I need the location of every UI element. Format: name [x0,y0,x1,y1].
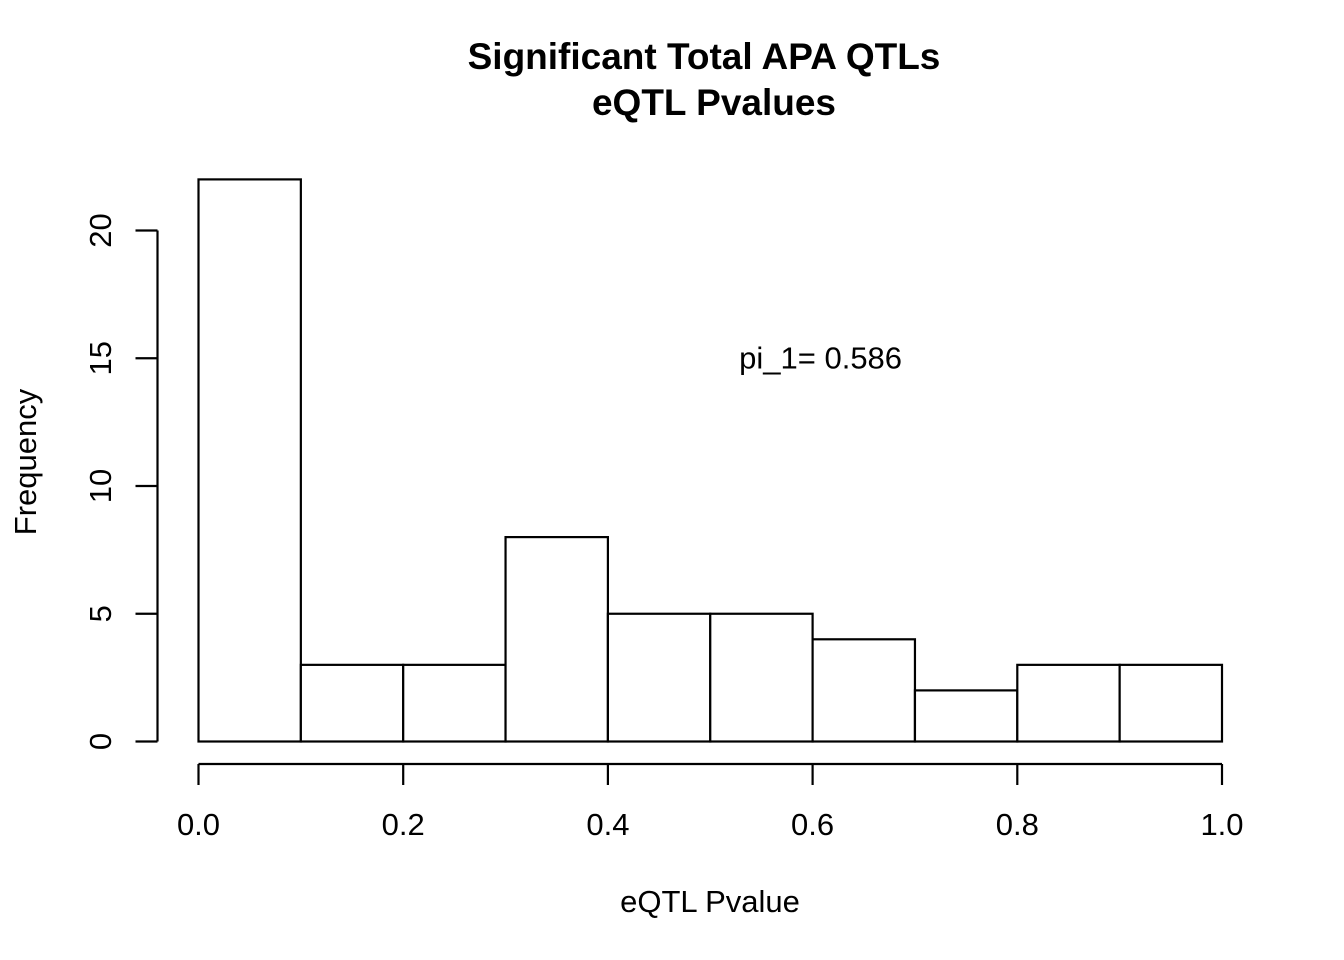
y-tick-label: 20 [83,213,118,247]
x-tick-label: 0.8 [996,807,1039,842]
y-axis-label: Frequency [8,388,43,535]
histogram-bar [811,638,917,743]
y-axis: 0 5 10 15 20 [83,213,159,750]
y-tick-label: 15 [83,341,118,375]
chart-subtitle: eQTL Pvalues [592,82,836,123]
x-tick-label: 0.2 [382,807,425,842]
x-tick-label: 0.4 [586,807,629,842]
x-tick-label: 0.6 [791,807,834,842]
histogram-bar [1016,663,1121,743]
x-tick-label: 0.0 [177,807,220,842]
y-tick-label: 10 [83,469,118,503]
histogram-bar [606,612,712,743]
histogram-bar [1118,663,1224,743]
chart-title: Significant Total APA QTLs [468,36,941,77]
histogram-bar [709,612,814,743]
y-tick-label: 0 [83,733,118,750]
histogram-bar [504,535,609,743]
pi1-annotation: pi_1= 0.586 [739,340,902,375]
bars-group [197,178,1224,743]
x-axis-label: eQTL Pvalue [620,884,800,919]
x-axis: 0.0 0.2 0.4 0.6 0.8 1.0 [177,762,1244,842]
histogram-bar [299,663,405,743]
x-tick-label: 1.0 [1200,807,1243,842]
y-tick-label: 5 [83,605,118,622]
histogram-bar [913,689,1019,743]
annotations-group: pi_1= 0.586 [739,340,902,375]
histogram-bar [197,178,302,743]
histogram-bar [402,663,507,743]
